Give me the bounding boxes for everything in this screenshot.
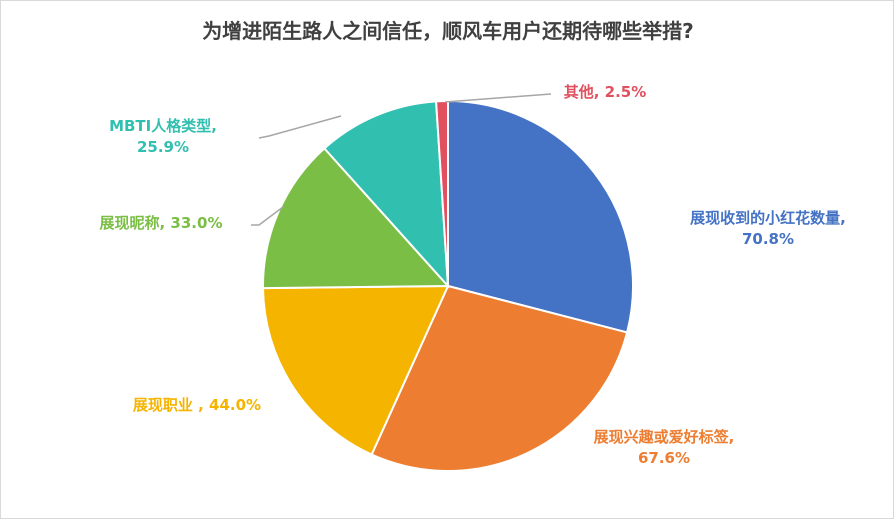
leader-line [444,93,552,103]
leader-line [251,206,284,226]
pie-slice [261,284,450,456]
data-label: 展现兴趣或爱好标签, 67.6% [594,428,735,467]
chart-title: 为增进陌生路人之间信任，顺风车用户还期待哪些举措? [202,19,694,43]
pie-slice [447,99,634,334]
data-label: 其他, 2.5% [564,83,647,101]
pie-slice [370,284,629,472]
pie-slice [262,146,451,290]
leader-line [258,115,342,139]
data-label: 展现昵称, 33.0% [100,214,223,232]
pie-slice [322,100,450,289]
data-label: MBTI人格类型, 25.9% [109,117,217,156]
data-label: 展现职业 , 44.0% [133,396,261,414]
pie-slice [435,99,449,287]
data-label: 展现收到的小红花数量, 70.8% [690,209,846,248]
